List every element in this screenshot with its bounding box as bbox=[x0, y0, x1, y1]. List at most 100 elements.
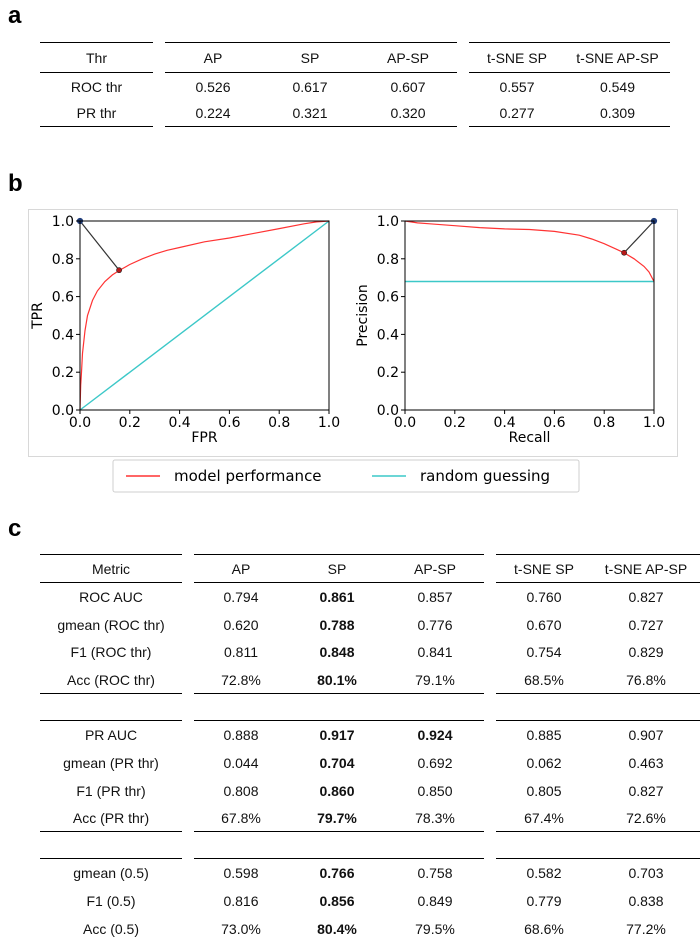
x-tick-label: 0.6 bbox=[543, 415, 565, 431]
series-line-random-guessing bbox=[79, 220, 330, 411]
table-cell: 0.044 bbox=[223, 754, 259, 771]
table-cell: 67.4% bbox=[496, 805, 592, 833]
column-gap bbox=[457, 73, 469, 100]
threshold-point-marker bbox=[116, 267, 122, 274]
table-cell: 0.309 bbox=[565, 100, 670, 127]
column-gap bbox=[182, 583, 194, 611]
threshold-table: Thr AP SP AP-SP t-SNE SP t-SNE AP-SP ROC thr 0.… bbox=[40, 42, 670, 127]
row-label: Acc (PR thr) bbox=[40, 805, 182, 833]
table-cell: 79.1% bbox=[386, 666, 484, 695]
column-gap bbox=[484, 805, 496, 833]
column-gap bbox=[182, 611, 194, 639]
column-gap bbox=[484, 666, 496, 694]
table-cell: 0.827 bbox=[628, 588, 664, 605]
column-header: AP-SP bbox=[386, 554, 484, 583]
panel-label-a: a bbox=[8, 2, 22, 29]
distance-line bbox=[623, 220, 655, 254]
table-cell: 0.917 bbox=[319, 727, 355, 744]
table-cell: 0.754 bbox=[526, 644, 562, 661]
table-cell: 67.8% bbox=[194, 805, 288, 833]
table-cell: 0.794 bbox=[223, 588, 259, 605]
row-label: F1 (0.5) bbox=[86, 893, 136, 910]
column-gap bbox=[484, 611, 496, 639]
table-row: gmean (PR thr) 0.044 0.704 0.692 0.062 0.463 bbox=[40, 749, 700, 777]
y-tick-label: 0.6 bbox=[52, 290, 74, 306]
table-cell: 80.4% bbox=[317, 920, 357, 937]
table-cell: 0.617 bbox=[292, 78, 328, 95]
x-tick-label: 0.8 bbox=[268, 415, 290, 431]
column-gap bbox=[457, 100, 469, 127]
table-cell: 0.598 bbox=[223, 865, 259, 882]
column-gap bbox=[484, 915, 496, 943]
table-cell: 0.848 bbox=[319, 644, 355, 661]
table-cell: 73.0% bbox=[221, 920, 261, 937]
column-gap bbox=[182, 749, 194, 777]
spacer-cell bbox=[288, 832, 386, 860]
table-row: PR AUC 0.888 0.917 0.924 0.885 0.907 bbox=[40, 721, 700, 749]
table-cell: 79.7% bbox=[288, 805, 386, 833]
y-tick-label: 0.6 bbox=[377, 290, 399, 306]
column-header: AP-SP bbox=[359, 42, 457, 73]
x-tick-label: 0.4 bbox=[168, 415, 190, 431]
column-header: t-SNE AP-SP bbox=[565, 42, 670, 73]
row-label: PR thr bbox=[40, 100, 153, 127]
table-row: gmean (ROC thr) 0.620 0.788 0.776 0.670 0.727 bbox=[40, 611, 700, 639]
y-tick-label: 1.0 bbox=[52, 214, 74, 230]
y-tick-label: 0.8 bbox=[377, 252, 399, 268]
x-tick-label: 0.6 bbox=[218, 415, 240, 431]
column-gap bbox=[484, 639, 496, 667]
figure-b: 0.0 0.2 0.4 0.6 0.8 1.0 0.0 0.2 0.4 0.6 0.8 1.0 FPR T… bbox=[28, 204, 678, 504]
table-cell: 0.620 bbox=[223, 616, 259, 633]
column-gap bbox=[182, 887, 194, 915]
table-cell: 0.805 bbox=[526, 782, 562, 799]
y-axis-label: Precision bbox=[355, 284, 371, 346]
table-cell: 76.8% bbox=[592, 666, 700, 695]
spacer-cell bbox=[386, 832, 484, 860]
table-row: Acc (0.5) 73.0% 80.4% 79.5% 68.6% 77.2% bbox=[40, 915, 700, 943]
table-row: F1 (PR thr) 0.808 0.860 0.850 0.805 0.827 bbox=[40, 777, 700, 805]
column-header: t-SNE AP-SP bbox=[592, 554, 700, 583]
table-cell: 0.779 bbox=[526, 893, 562, 910]
table-row: ROC thr 0.526 0.617 0.607 0.557 0.549 bbox=[40, 73, 670, 100]
table-cell: 0.760 bbox=[526, 588, 562, 605]
table-cell: 0.838 bbox=[628, 893, 664, 910]
spacer-cell bbox=[40, 832, 182, 860]
spacer-cell bbox=[592, 694, 700, 722]
table-cell: 0.692 bbox=[417, 754, 453, 771]
table-cell: 0.727 bbox=[628, 616, 664, 633]
table-row: ROC AUC 0.794 0.861 0.857 0.760 0.827 bbox=[40, 583, 700, 611]
spacer-cell bbox=[484, 694, 496, 721]
column-header: AP bbox=[165, 42, 261, 73]
table-cell: 0.827 bbox=[628, 782, 664, 799]
table-cell: 0.888 bbox=[223, 727, 259, 744]
table-cell: 0.277 bbox=[469, 100, 565, 127]
spacer-cell bbox=[194, 694, 288, 722]
column-header: SP bbox=[288, 554, 386, 583]
table-cell: 0.850 bbox=[417, 782, 453, 799]
column-header: t-SNE SP bbox=[496, 554, 592, 583]
table-cell: 68.5% bbox=[496, 666, 592, 695]
table-row: F1 (ROC thr) 0.811 0.848 0.841 0.754 0.829 bbox=[40, 639, 700, 667]
y-tick-label: 0.2 bbox=[52, 365, 74, 381]
table-cell: 72.8% bbox=[194, 666, 288, 695]
spacer-cell bbox=[484, 832, 496, 859]
table-cell: 0.526 bbox=[195, 78, 231, 95]
x-tick-label: 0.0 bbox=[69, 415, 91, 431]
x-tick-label: 0.2 bbox=[119, 415, 141, 431]
spacer-cell bbox=[288, 694, 386, 722]
threshold-point-marker bbox=[621, 249, 628, 256]
legend-box bbox=[112, 459, 580, 493]
column-gap bbox=[457, 42, 469, 73]
y-tick-label: 0.0 bbox=[52, 403, 74, 419]
table-cell: 0.582 bbox=[526, 865, 562, 882]
column-gap bbox=[153, 73, 165, 100]
column-header: t-SNE SP bbox=[469, 42, 565, 73]
column-gap bbox=[182, 554, 194, 583]
column-gap bbox=[182, 666, 194, 694]
table-row: gmean (0.5) 0.598 0.766 0.758 0.582 0.703 bbox=[40, 859, 700, 887]
table-cell: 0.321 bbox=[261, 100, 359, 127]
roc-chart: 0.0 0.2 0.4 0.6 0.8 1.0 0.0 0.2 0.4 0.6 0.8 1.0 FPR T… bbox=[30, 214, 340, 446]
table-cell: 0.924 bbox=[417, 727, 453, 744]
distance-line bbox=[79, 220, 120, 271]
table-cell: 0.816 bbox=[223, 893, 259, 910]
